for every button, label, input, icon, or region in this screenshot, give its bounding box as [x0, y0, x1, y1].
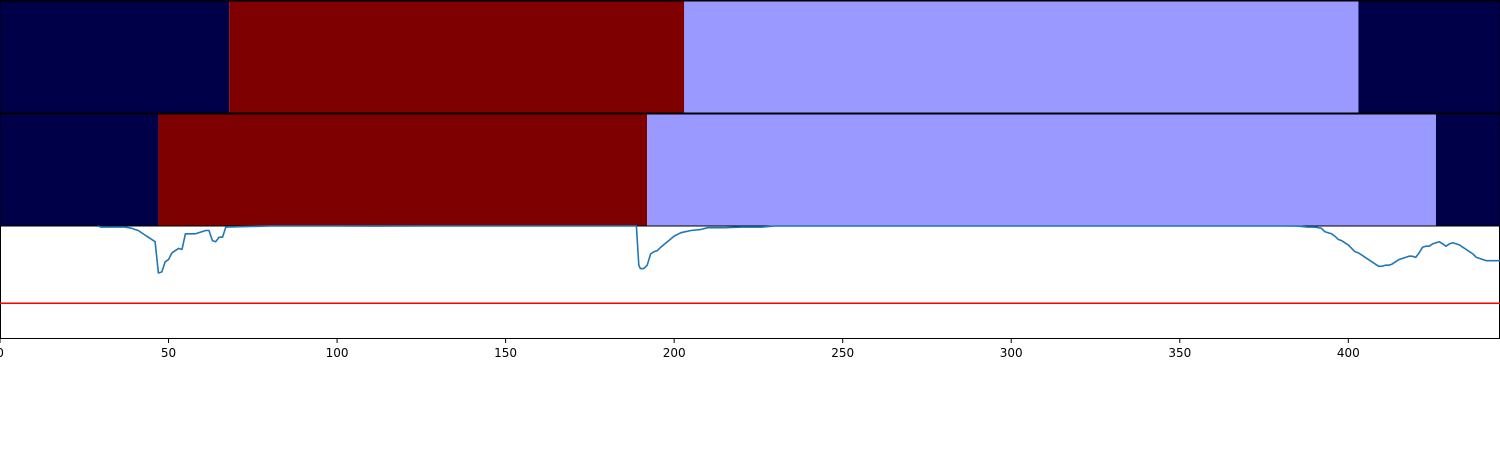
x-tick-label-8: 400 [1337, 346, 1360, 360]
band-1-segment-2 [647, 114, 1436, 226]
band-1-frame [0, 113, 1500, 227]
band-1-segment-3 [1435, 114, 1500, 226]
x-axis: 0 50 100 150 200 250 300 350 400 [0, 338, 1360, 360]
band-0-segment-1 [229, 1, 685, 113]
series-line-0 [97, 225, 1500, 274]
segment-bands [0, 0, 1500, 227]
band-0-segment-2 [684, 1, 1359, 113]
x-tick-label-0: 0 [0, 346, 4, 360]
band-1-segment-1 [158, 114, 648, 226]
x-tick-label-7: 350 [1168, 346, 1191, 360]
band-0-segment-3 [1358, 1, 1500, 113]
x-tick-label-5: 250 [831, 346, 854, 360]
series-layer [0, 225, 1500, 305]
band-0-segment-0 [0, 1, 230, 113]
x-tick-label-3: 150 [494, 346, 517, 360]
band-0-frame [0, 0, 1500, 114]
band-1-segment-0 [0, 114, 159, 226]
x-tick-label-4: 200 [663, 346, 686, 360]
x-tick-label-2: 100 [326, 346, 349, 360]
x-tick-label-1: 50 [161, 346, 176, 360]
x-tick-label-6: 300 [1000, 346, 1023, 360]
